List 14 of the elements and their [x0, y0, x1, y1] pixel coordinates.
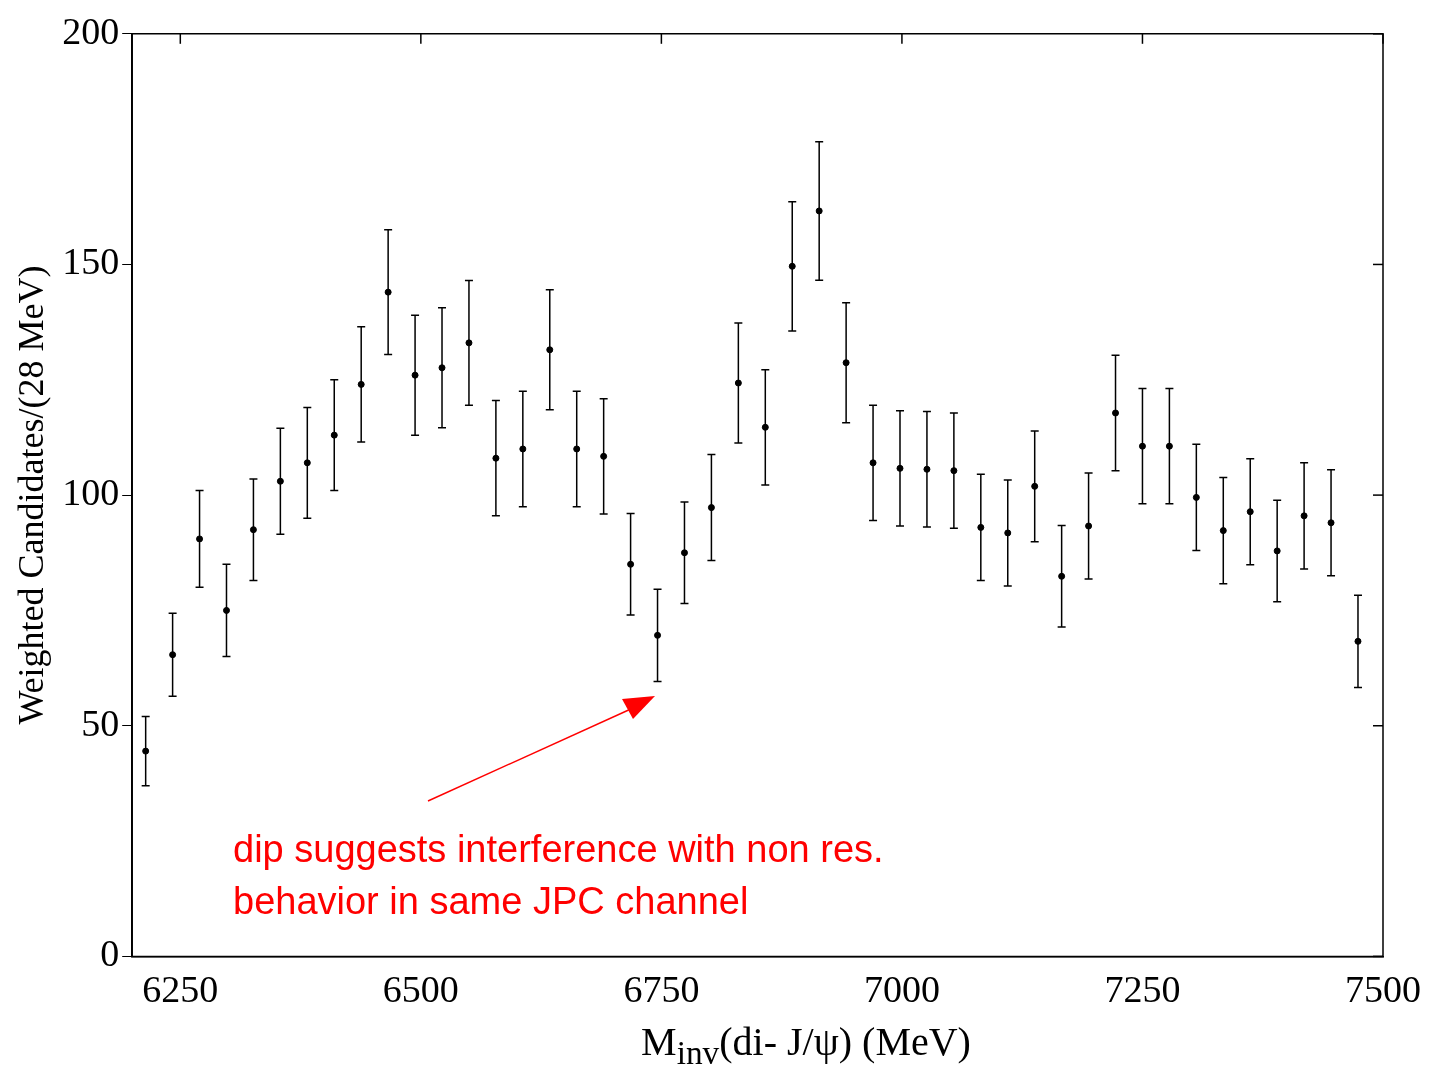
y-tick-label: 0 — [100, 932, 120, 975]
y-tick-label: 200 — [62, 9, 120, 52]
x-tick-label: 7000 — [863, 968, 940, 1011]
annotation: dip suggests interference with non res. behavior in same JPC channel — [233, 827, 885, 924]
y-tick-label: 150 — [62, 240, 120, 283]
x-tick-label: 6500 — [382, 968, 459, 1011]
x-tick-label: 6750 — [623, 968, 700, 1011]
y-axis-title: Weighted Candidates/(28 MeV) — [11, 265, 52, 725]
x-tick-label: 6250 — [142, 968, 219, 1011]
x-tick-label: 7250 — [1104, 968, 1181, 1011]
x-tick-label: 7500 — [1345, 968, 1421, 1011]
x-axis-title: M$_{inv}$(di- J/ψ) (MeV) — [640, 1018, 972, 1072]
y-tick-label: 100 — [62, 471, 120, 514]
y-tick-label: 50 — [81, 701, 120, 744]
